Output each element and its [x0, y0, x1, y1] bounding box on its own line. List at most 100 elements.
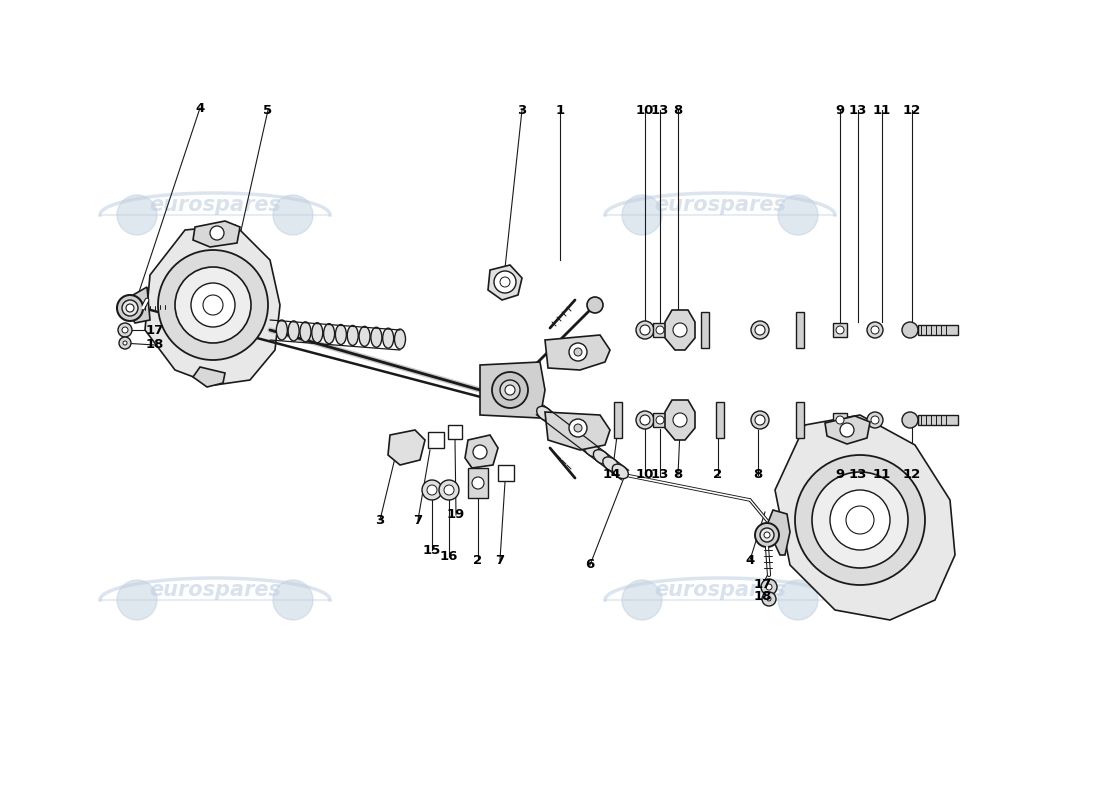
Text: 12: 12 [903, 103, 921, 117]
Ellipse shape [537, 406, 552, 421]
Ellipse shape [383, 328, 394, 348]
Circle shape [574, 424, 582, 432]
Circle shape [569, 419, 587, 437]
Text: 13: 13 [849, 469, 867, 482]
Circle shape [751, 321, 769, 339]
Ellipse shape [546, 414, 562, 428]
Ellipse shape [336, 325, 346, 345]
Ellipse shape [556, 421, 572, 435]
Text: eurospares: eurospares [150, 195, 280, 215]
Circle shape [673, 323, 688, 337]
Circle shape [427, 485, 437, 495]
Text: 2: 2 [714, 469, 723, 482]
Circle shape [840, 423, 854, 437]
Circle shape [762, 592, 776, 606]
Circle shape [761, 579, 777, 595]
Text: 2: 2 [473, 554, 483, 566]
Text: 17: 17 [754, 578, 772, 590]
Circle shape [760, 528, 774, 542]
Bar [918, 325, 958, 335]
Text: 8: 8 [754, 469, 762, 482]
Text: 11: 11 [873, 103, 891, 117]
Bar [833, 413, 847, 427]
Text: 19: 19 [447, 509, 465, 522]
Polygon shape [666, 310, 695, 350]
Circle shape [867, 322, 883, 338]
Text: 16: 16 [440, 550, 459, 562]
Bar [498, 465, 514, 481]
Circle shape [444, 485, 454, 495]
Text: eurospares: eurospares [654, 580, 785, 600]
Circle shape [122, 327, 128, 333]
Circle shape [492, 372, 528, 408]
Circle shape [795, 455, 925, 585]
Ellipse shape [593, 450, 609, 464]
Circle shape [846, 506, 874, 534]
Circle shape [117, 580, 157, 620]
Circle shape [636, 411, 654, 429]
Text: 5: 5 [263, 103, 273, 117]
Polygon shape [776, 415, 955, 620]
Text: 10: 10 [636, 469, 654, 482]
Text: 9: 9 [835, 103, 845, 117]
Circle shape [764, 532, 770, 538]
Bar [716, 402, 724, 438]
Ellipse shape [300, 322, 311, 342]
Text: 4: 4 [196, 102, 205, 114]
Circle shape [836, 326, 844, 334]
Text: 7: 7 [495, 554, 505, 566]
Text: 3: 3 [375, 514, 385, 526]
Circle shape [273, 195, 314, 235]
Ellipse shape [323, 324, 334, 344]
Circle shape [830, 490, 890, 550]
Ellipse shape [603, 457, 619, 471]
Circle shape [472, 477, 484, 489]
Circle shape [640, 415, 650, 425]
Circle shape [766, 584, 772, 590]
Circle shape [439, 480, 459, 500]
Ellipse shape [613, 464, 628, 478]
Text: 14: 14 [603, 469, 622, 482]
Circle shape [902, 412, 918, 428]
Text: 18: 18 [754, 590, 772, 602]
Circle shape [621, 195, 662, 235]
Ellipse shape [311, 322, 322, 342]
Circle shape [500, 380, 520, 400]
Circle shape [767, 597, 771, 601]
Circle shape [755, 523, 779, 547]
Circle shape [587, 297, 603, 313]
Polygon shape [666, 400, 695, 440]
Circle shape [505, 385, 515, 395]
Circle shape [673, 413, 688, 427]
Text: 11: 11 [873, 469, 891, 482]
Circle shape [273, 580, 314, 620]
Text: 4: 4 [746, 554, 755, 566]
Circle shape [574, 348, 582, 356]
Ellipse shape [565, 428, 581, 442]
Circle shape [778, 580, 818, 620]
Circle shape [204, 295, 223, 315]
Text: 8: 8 [673, 103, 683, 117]
Bar [468, 468, 488, 498]
Polygon shape [544, 412, 610, 450]
Bar [796, 312, 804, 348]
Text: 1: 1 [556, 103, 564, 117]
Polygon shape [192, 221, 240, 247]
Polygon shape [480, 362, 544, 418]
Text: 8: 8 [673, 469, 683, 482]
Text: 9: 9 [835, 469, 845, 482]
Circle shape [871, 326, 879, 334]
Polygon shape [192, 367, 226, 387]
Circle shape [636, 321, 654, 339]
Text: 15: 15 [422, 543, 441, 557]
Polygon shape [145, 225, 280, 385]
Circle shape [122, 300, 138, 316]
Text: 17: 17 [146, 323, 164, 337]
Circle shape [751, 411, 769, 429]
Ellipse shape [276, 320, 287, 340]
Circle shape [473, 445, 487, 459]
Text: 6: 6 [585, 558, 595, 571]
Polygon shape [126, 287, 150, 323]
Circle shape [494, 271, 516, 293]
Text: 13: 13 [651, 469, 669, 482]
